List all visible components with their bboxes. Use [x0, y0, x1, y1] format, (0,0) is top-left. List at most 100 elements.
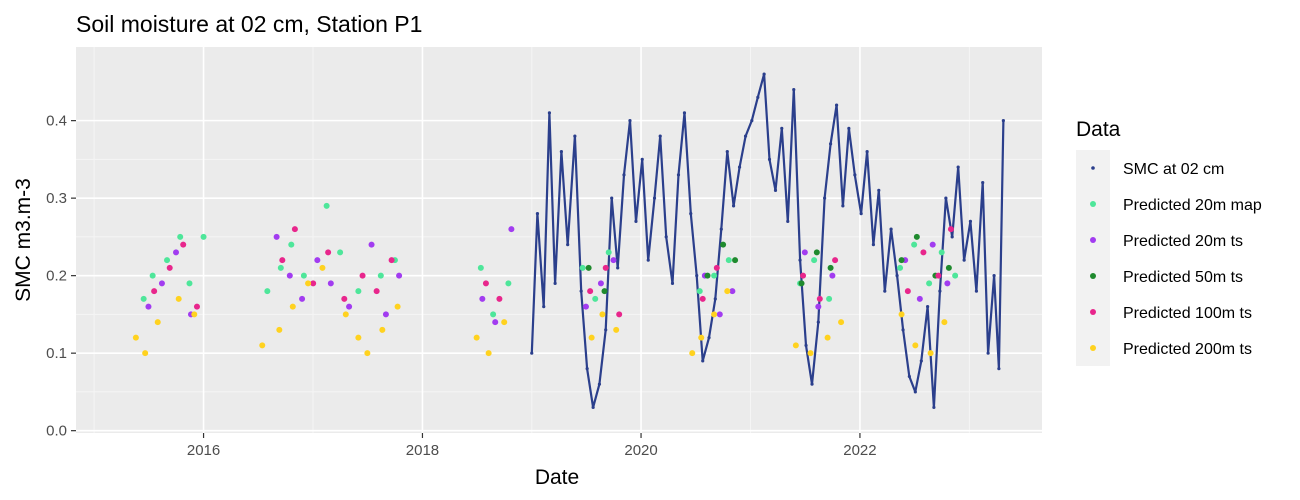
data-point [485, 350, 492, 357]
data-point [585, 264, 592, 271]
data-point [828, 142, 833, 146]
data-point [913, 390, 917, 394]
data-point [853, 173, 857, 177]
data-point [997, 367, 1001, 371]
data-point [193, 303, 200, 310]
data-point [492, 319, 499, 326]
data-point [604, 328, 608, 332]
data-point [186, 280, 193, 287]
data-point [729, 288, 736, 295]
data-point [847, 126, 851, 130]
data-point [824, 334, 831, 341]
data-point [601, 288, 608, 295]
data-point [547, 111, 552, 115]
data-point [865, 150, 869, 154]
data-point [676, 173, 681, 177]
data-point [698, 334, 705, 341]
data-point [616, 311, 623, 318]
data-point [479, 295, 486, 302]
data-point [585, 367, 589, 371]
data-point [200, 233, 207, 240]
data-point [164, 257, 171, 264]
data-point [142, 350, 149, 357]
data-point [599, 311, 606, 318]
data-point [956, 165, 960, 169]
legend-key [1090, 273, 1096, 279]
data-point [792, 342, 799, 349]
data-point [911, 241, 918, 248]
data-point [689, 212, 693, 216]
data-point [355, 288, 362, 295]
data-point [725, 257, 732, 264]
data-point [807, 350, 814, 357]
data-point [898, 311, 905, 318]
data-point [646, 258, 650, 262]
legend-label: Predicted 20m ts [1123, 233, 1243, 250]
data-point [149, 272, 156, 279]
data-point [711, 311, 718, 318]
data-point [707, 336, 711, 340]
data-point [947, 226, 954, 233]
data-point [591, 405, 595, 410]
data-point [276, 326, 283, 333]
data-point [359, 272, 366, 279]
data-point [396, 272, 403, 279]
data-point [346, 303, 353, 310]
data-point [535, 212, 540, 216]
legend-key [1090, 237, 1096, 243]
data-point [341, 295, 348, 302]
data-point [713, 297, 717, 301]
data-point [388, 257, 395, 264]
data-point [325, 249, 332, 256]
data-point [935, 272, 942, 279]
data-point [901, 328, 905, 332]
data-point [941, 319, 948, 326]
data-point [566, 243, 570, 247]
x-axis: 2016 2018 2020 2022 [187, 433, 877, 459]
data-point [508, 226, 515, 233]
data-point [920, 249, 927, 256]
data-point [944, 280, 951, 287]
data-point [628, 119, 632, 123]
data-point [823, 196, 827, 200]
data-point [355, 334, 362, 341]
data-point [732, 257, 739, 264]
data-point [323, 202, 330, 209]
data-point [279, 257, 286, 264]
data-point [191, 311, 198, 318]
data-point [559, 150, 563, 154]
data-point [916, 295, 923, 302]
legend-key [1090, 309, 1096, 315]
data-point [938, 289, 942, 293]
data-point [762, 72, 766, 76]
x-axis-label: Date [535, 466, 579, 489]
data-point [829, 272, 836, 279]
data-point [724, 288, 731, 295]
data-point [573, 134, 577, 138]
data-point [670, 281, 675, 286]
x-tick-label: 2020 [624, 442, 657, 459]
y-tick-label: 0.1 [46, 345, 67, 362]
data-point [859, 212, 863, 216]
data-point [490, 311, 497, 318]
data-point [553, 281, 557, 286]
data-point [716, 311, 723, 318]
data-point [962, 258, 966, 262]
data-point [652, 196, 657, 200]
data-point [801, 249, 808, 256]
data-point [151, 288, 158, 295]
data-point [929, 241, 936, 248]
data-point [743, 134, 748, 138]
data-point [177, 233, 184, 240]
data-point [530, 351, 534, 355]
data-point [832, 257, 839, 264]
data-point [927, 350, 934, 357]
data-point [634, 219, 638, 223]
data-point [907, 374, 911, 379]
data-point [841, 204, 845, 208]
data-point [368, 241, 375, 248]
legend-key [1090, 201, 1096, 207]
data-point [792, 88, 796, 92]
data-point [587, 288, 594, 295]
data-point [305, 280, 312, 287]
